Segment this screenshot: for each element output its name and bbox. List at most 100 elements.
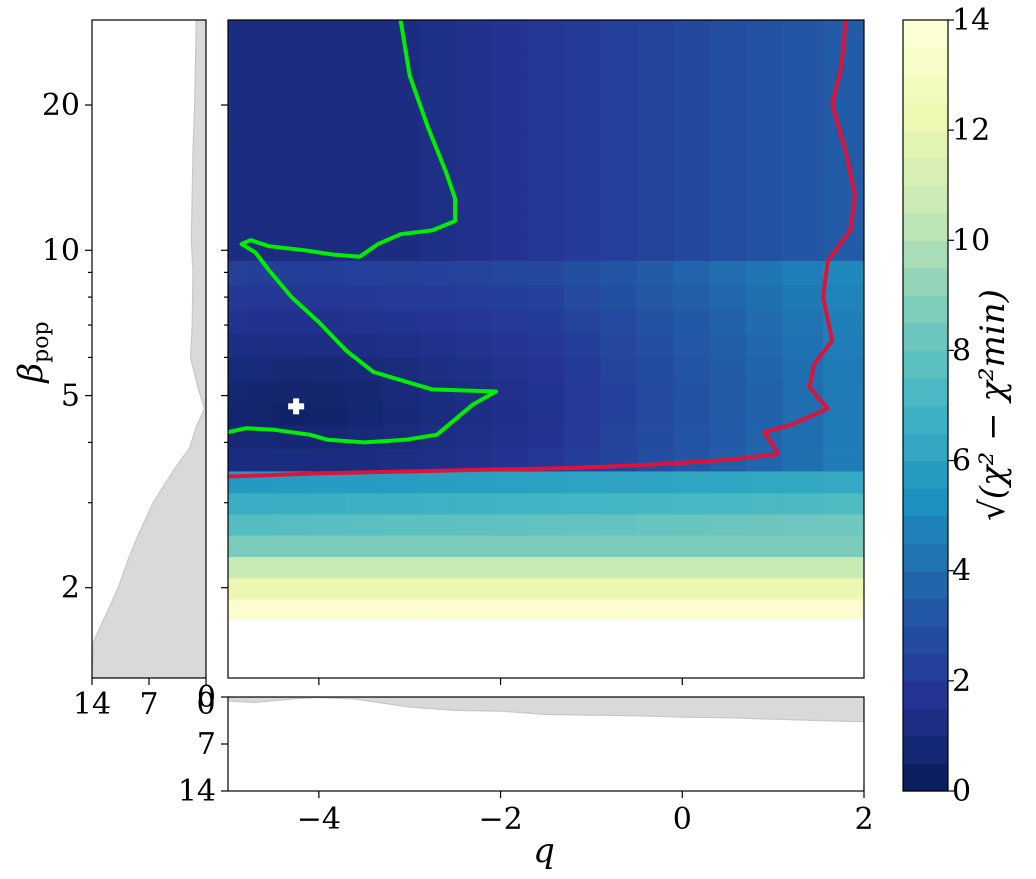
heatmap-cell <box>673 260 711 286</box>
heatmap-cell <box>491 260 529 286</box>
heatmap-cell <box>382 448 420 472</box>
heatmap-cell <box>564 598 602 620</box>
heatmap-cell <box>823 76 864 105</box>
heatmap-cell <box>309 470 347 494</box>
heatmap-cell <box>673 598 711 620</box>
heatmap-cell <box>346 402 383 426</box>
heatmap-cell <box>527 577 565 600</box>
heatmap-cell <box>745 333 783 357</box>
heatmap-cell <box>309 492 347 515</box>
heatmap-cell <box>527 210 565 237</box>
heatmap-cell <box>228 103 247 133</box>
heatmap-cell <box>600 158 638 187</box>
heatmap-cell <box>709 309 747 334</box>
heatmap-cell <box>273 20 311 50</box>
heatmap-cell <box>418 20 456 50</box>
colorbar-label: √(χ² − χ²min) <box>973 289 1013 521</box>
heatmap-cell <box>228 76 247 105</box>
heatmap-cell <box>228 577 247 600</box>
heatmap-cell <box>709 20 747 50</box>
heatmap-cell <box>673 448 711 472</box>
heatmap-cell <box>228 448 247 472</box>
heatmap-cell <box>564 333 602 357</box>
heatmap-cell <box>455 235 492 261</box>
heatmap-cell <box>600 284 638 311</box>
colorbar-step <box>903 378 948 407</box>
heatmap-cell <box>455 513 492 536</box>
heatmap-cell <box>246 598 275 620</box>
heatmap-cell <box>636 598 674 620</box>
heatmap-cell <box>782 492 824 515</box>
heatmap-cell <box>782 379 824 403</box>
heatmap-cell <box>600 556 638 579</box>
colorbar-tick-label: 12 <box>952 113 990 148</box>
heatmap-cell <box>636 470 674 494</box>
heatmap-cell <box>455 76 492 105</box>
colorbar-tick-label: 10 <box>952 223 990 258</box>
beta-marginal-area <box>92 20 206 678</box>
heatmap-cell <box>491 470 529 494</box>
q-marginal-tick-label: 14 <box>178 774 216 809</box>
heatmap-cell <box>418 556 456 579</box>
heatmap-cell <box>382 379 420 403</box>
heatmap-cell <box>273 48 311 77</box>
heatmap-cell <box>491 513 529 536</box>
heatmap-cell <box>782 103 824 133</box>
heatmap-cell <box>346 260 383 286</box>
heatmap-cell <box>745 48 783 77</box>
heatmap-cell <box>491 535 529 558</box>
heatmap-cell <box>709 513 747 536</box>
heatmap-cell <box>709 425 747 449</box>
heatmap-cell <box>564 470 602 494</box>
heatmap-cell <box>673 284 711 311</box>
heatmap-cell <box>564 260 602 286</box>
heatmap-cell <box>673 333 711 357</box>
colorbar-step <box>903 295 948 324</box>
heatmap-cell <box>564 131 602 160</box>
heatmap-cell <box>782 425 824 449</box>
heatmap-cell <box>782 309 824 334</box>
heatmap-cell <box>382 402 420 426</box>
heatmap-cell <box>527 535 565 558</box>
heatmap-cell <box>246 356 275 381</box>
heatmap-cell <box>600 235 638 261</box>
heatmap-cell <box>346 76 383 105</box>
heatmap-cell <box>673 185 711 212</box>
heatmap-cell <box>491 158 529 187</box>
heatmap-cell <box>709 185 747 212</box>
heatmap-cell <box>564 379 602 403</box>
heatmap-cell <box>636 210 674 237</box>
colorbar-step <box>903 708 948 737</box>
heatmap-cell <box>673 379 711 403</box>
heatmap-cell <box>636 333 674 357</box>
heatmap-cell <box>636 235 674 261</box>
heatmap-cell <box>309 448 347 472</box>
heatmap-cell <box>309 76 347 105</box>
heatmap-cell <box>564 284 602 311</box>
heatmap-cell <box>636 309 674 334</box>
heatmap-cell <box>309 356 347 381</box>
heatmap-cell <box>309 556 347 579</box>
heatmap-cell <box>564 48 602 77</box>
heatmap-cell <box>228 48 247 77</box>
heatmap-cell <box>382 492 420 515</box>
heatmap-cell <box>636 513 674 536</box>
heatmap-cell <box>709 379 747 403</box>
heatmap-cell <box>709 260 747 286</box>
heatmap-cell <box>600 333 638 357</box>
colorbar-tick-label: 8 <box>952 333 971 368</box>
heatmap-cell <box>455 260 492 286</box>
heatmap-cell <box>636 185 674 212</box>
heatmap-cell <box>246 20 275 50</box>
heatmap-cell <box>346 103 383 133</box>
heatmap-cell <box>782 448 824 472</box>
heatmap-cell <box>745 103 783 133</box>
colorbar-step <box>903 212 948 241</box>
heatmap-cell <box>636 48 674 77</box>
heatmap-cell <box>709 535 747 558</box>
heatmap-cell <box>455 492 492 515</box>
contour-lines <box>228 20 857 479</box>
heatmap-cell <box>600 379 638 403</box>
heatmap-cell <box>673 76 711 105</box>
heatmap-cell <box>709 402 747 426</box>
